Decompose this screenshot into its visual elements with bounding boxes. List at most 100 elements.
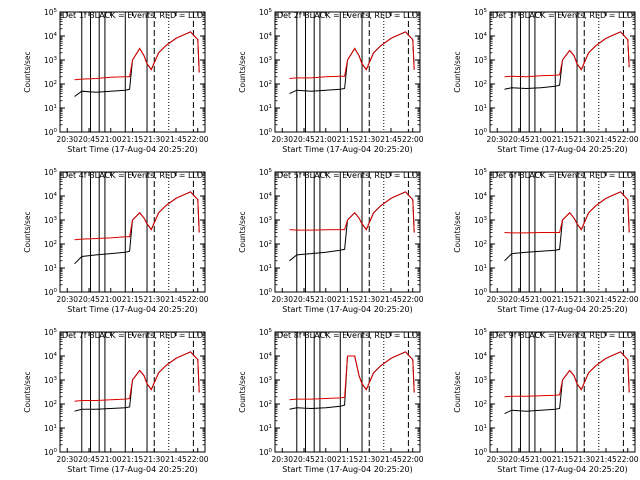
y-axis-label: Counts/sec [23, 211, 32, 252]
x-axis-label: Start Time (17-Aug-04 20:25:20) [497, 305, 628, 314]
y-tick-label: 102 [474, 240, 487, 249]
x-tick-label: 20:45 [78, 295, 100, 304]
y-axis-label: Counts/sec [23, 51, 32, 92]
x-tick-label: 20:45 [508, 295, 530, 304]
y-tick-label: 104 [44, 32, 58, 41]
x-tick-label: 21:30 [573, 455, 595, 464]
x-tick-label: 20:30 [271, 455, 293, 464]
series-line-lld [74, 351, 200, 402]
x-tick-label: 21:45 [165, 455, 187, 464]
x-tick-label: 22:00 [402, 455, 424, 464]
y-tick-label: 100 [474, 448, 488, 457]
x-tick-label: 20:45 [293, 455, 315, 464]
x-tick-label: 21:30 [358, 455, 380, 464]
y-axis-label: Counts/sec [453, 371, 462, 412]
y-tick-label: 100 [44, 128, 58, 137]
y-tick-label: 100 [259, 288, 273, 297]
x-tick-label: 21:45 [380, 135, 402, 144]
y-tick-label: 103 [44, 56, 58, 65]
x-tick-label: 21:15 [552, 295, 574, 304]
series-line-lld [504, 351, 630, 398]
y-axis-label: Counts/sec [238, 371, 247, 412]
x-tick-label: 21:00 [315, 295, 337, 304]
series-line-events [74, 351, 200, 412]
x-axis-label: Start Time (17-Aug-04 20:25:20) [282, 305, 413, 314]
x-tick-label: 21:45 [595, 135, 617, 144]
y-tick-label: 101 [44, 264, 57, 273]
x-tick-label: 21:00 [315, 455, 337, 464]
x-tick-label: 21:45 [165, 295, 187, 304]
x-tick-label: 21:30 [143, 455, 165, 464]
series-line-events [74, 191, 200, 265]
y-tick-label: 100 [259, 128, 273, 137]
y-tick-label: 103 [474, 56, 488, 65]
x-axis-label: Start Time (17-Aug-04 20:25:20) [282, 465, 413, 474]
x-tick-label: 21:30 [358, 295, 380, 304]
y-tick-label: 102 [44, 80, 57, 89]
y-tick-label: 103 [259, 376, 273, 385]
y-tick-label: 100 [474, 288, 488, 297]
x-tick-label: 21:00 [100, 135, 122, 144]
x-tick-label: 22:00 [402, 135, 424, 144]
y-tick-label: 100 [474, 128, 488, 137]
y-axis-label: Counts/sec [453, 211, 462, 252]
y-tick-label: 105 [474, 168, 488, 177]
x-tick-label: 21:30 [358, 135, 380, 144]
y-tick-label: 102 [474, 400, 487, 409]
y-tick-label: 101 [44, 104, 57, 113]
y-tick-label: 100 [259, 448, 273, 457]
x-tick-label: 22:00 [402, 295, 424, 304]
y-tick-label: 104 [474, 192, 488, 201]
x-tick-label: 20:30 [56, 295, 78, 304]
y-tick-label: 105 [474, 328, 488, 337]
y-tick-label: 105 [44, 8, 58, 17]
y-tick-label: 104 [474, 352, 488, 361]
y-tick-label: 105 [474, 8, 488, 17]
y-tick-label: 100 [44, 288, 58, 297]
y-tick-label: 105 [44, 168, 58, 177]
x-tick-label: 21:45 [595, 455, 617, 464]
x-tick-label: 21:45 [380, 295, 402, 304]
x-tick-label: 20:45 [78, 135, 100, 144]
y-tick-label: 104 [44, 352, 58, 361]
y-tick-label: 103 [44, 376, 58, 385]
y-tick-label: 103 [44, 216, 58, 225]
series-line-events [289, 351, 415, 410]
series-line-events [289, 31, 415, 95]
y-tick-label: 103 [474, 376, 488, 385]
x-tick-label: 21:15 [337, 295, 359, 304]
x-tick-label: 21:15 [122, 135, 144, 144]
x-axis-label: Start Time (17-Aug-04 20:25:20) [282, 145, 413, 154]
y-tick-label: 102 [259, 240, 272, 249]
x-tick-label: 21:45 [595, 295, 617, 304]
series-line-events [289, 191, 415, 262]
x-tick-label: 21:00 [530, 135, 552, 144]
x-tick-label: 20:45 [293, 295, 315, 304]
x-axis-label: Start Time (17-Aug-04 20:25:20) [497, 465, 628, 474]
y-tick-label: 104 [259, 352, 273, 361]
y-tick-label: 104 [259, 192, 273, 201]
series-line-lld [504, 31, 630, 78]
y-axis-label: Counts/sec [453, 51, 462, 92]
y-tick-label: 105 [259, 8, 273, 17]
y-tick-label: 101 [259, 264, 272, 273]
x-tick-label: 21:15 [552, 135, 574, 144]
y-tick-label: 104 [474, 32, 488, 41]
x-tick-label: 20:30 [56, 135, 78, 144]
y-tick-label: 105 [44, 328, 58, 337]
x-tick-label: 20:45 [293, 135, 315, 144]
y-tick-label: 105 [259, 328, 273, 337]
x-tick-label: 21:15 [122, 455, 144, 464]
x-tick-label: 20:30 [271, 295, 293, 304]
y-tick-label: 104 [259, 32, 273, 41]
y-tick-label: 100 [44, 448, 58, 457]
x-tick-label: 21:15 [122, 295, 144, 304]
y-tick-label: 102 [44, 240, 57, 249]
x-tick-label: 21:30 [143, 295, 165, 304]
series-line-events [504, 351, 630, 415]
